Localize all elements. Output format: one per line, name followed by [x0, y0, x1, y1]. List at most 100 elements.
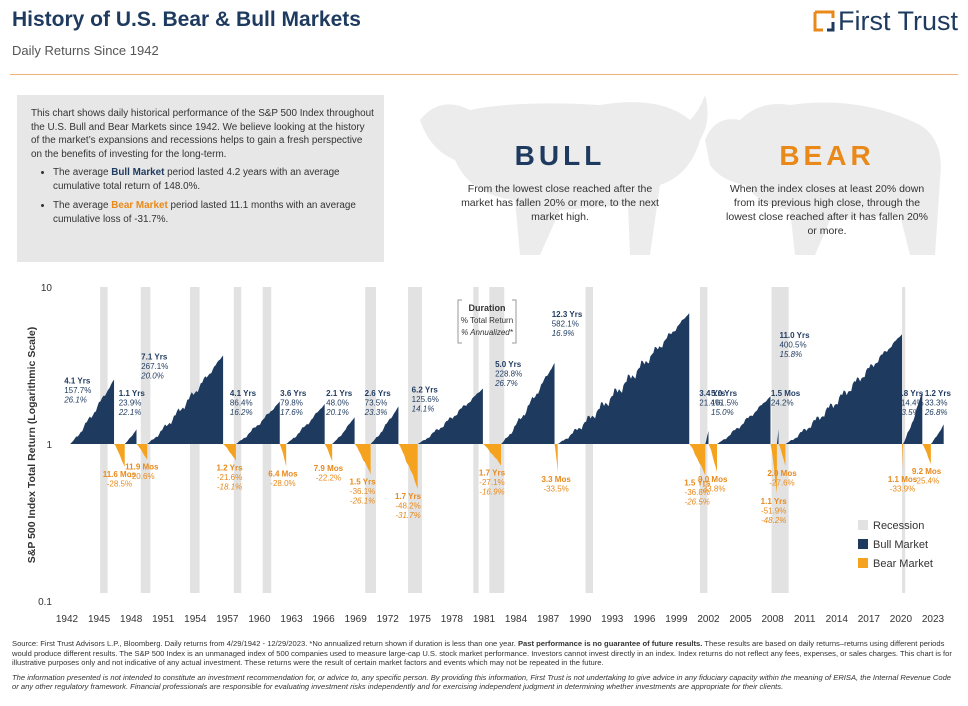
x-tick-label: 1993	[601, 614, 624, 625]
market-label: 20.1%	[325, 408, 349, 417]
bull-area	[557, 313, 690, 444]
source-note: Source: First Trust Advisors L.P., Bloom…	[12, 639, 958, 668]
intro-bullets: The average Bull Market period lasted 4.…	[31, 166, 374, 226]
market-label: -28.0%	[270, 479, 295, 488]
bull-silhouette	[420, 95, 708, 255]
x-tick-label: 1963	[280, 614, 303, 625]
x-tick-label: 1990	[569, 614, 592, 625]
market-label: -33.9%	[890, 485, 915, 494]
x-tick-label: 1996	[633, 614, 656, 625]
market-label: 79.8%	[280, 399, 303, 408]
y-tick-label: 1	[46, 440, 52, 451]
market-label: -48.2%	[395, 501, 420, 510]
bullet-highlight: Bear Market	[111, 200, 168, 211]
legend-label: Bull Market	[873, 539, 928, 551]
market-label: 101.5%	[711, 399, 738, 408]
logo-icon	[813, 10, 835, 32]
market-label: -18.1%	[217, 483, 242, 492]
key-title: Duration	[469, 303, 506, 313]
bear-area	[136, 444, 148, 460]
market-label: 9.0 Mos	[698, 475, 728, 484]
panel-title: BEAR	[779, 140, 875, 171]
market-label: 16.9%	[552, 329, 575, 338]
market-label: 1.8 Yrs	[897, 389, 924, 398]
source-bold: Past performance is no guarantee of futu…	[517, 639, 703, 648]
bear-area	[554, 444, 558, 472]
x-tick-label: 2023	[922, 614, 945, 625]
bear-area	[223, 444, 236, 461]
recession-band	[901, 287, 906, 593]
y-tick-label: 0.1	[38, 597, 52, 608]
market-label: 14.1%	[412, 405, 435, 414]
bear-area	[778, 444, 786, 467]
x-tick-label: 1948	[120, 614, 143, 625]
x-tick-label: 1981	[473, 614, 496, 625]
recession-band	[408, 287, 422, 593]
key-total: % Total Return	[461, 316, 513, 325]
bear-area	[922, 444, 931, 464]
market-label: 1.2 Yrs	[925, 389, 952, 398]
bear-area	[770, 444, 777, 494]
x-tick-label: 2017	[858, 614, 881, 625]
market-label: 11.0 Yrs	[779, 331, 810, 340]
bull-area	[705, 430, 709, 444]
market-label: 9.2 Mos	[912, 467, 942, 476]
silhouettes	[420, 95, 941, 255]
market-label: -48.2%	[761, 516, 786, 525]
bear-area	[689, 444, 706, 476]
market-label: 53.5%	[897, 408, 920, 417]
market-label: 582.1%	[552, 320, 579, 329]
x-tick-label: 2011	[794, 614, 816, 625]
market-label: -36.8%	[685, 488, 710, 497]
market-label: 4.1 Yrs	[64, 376, 91, 385]
market-label: 5.0 Yrs	[711, 389, 738, 398]
x-tick-label: 1984	[505, 614, 528, 625]
market-label: -27.6%	[769, 479, 794, 488]
market-label: -36.1%	[350, 487, 375, 496]
bullet-text: The average	[53, 200, 112, 211]
intro-text: This chart shows daily historical perfor…	[31, 108, 374, 160]
panel-text: When the index closes at least 20% down …	[726, 183, 928, 237]
bull-area	[717, 396, 771, 444]
market-label: 1.7 Yrs	[395, 492, 422, 501]
legend-swatch	[858, 558, 868, 568]
x-tick-label: 1954	[184, 614, 207, 625]
source-text: These results are based on daily returns…	[12, 639, 952, 668]
bullet-text: The average	[53, 167, 112, 178]
bear-area	[482, 444, 502, 466]
market-label: 2.0 Mos	[767, 469, 797, 478]
market-label: -26.1%	[350, 497, 375, 506]
recession-band	[489, 287, 505, 593]
x-tick-label: 1960	[248, 614, 271, 625]
bull-area	[370, 406, 399, 444]
market-label: -33.8%	[700, 485, 725, 494]
footer: Source: First Trust Advisors L.P., Bloom…	[12, 639, 958, 697]
x-tick-label: 2008	[762, 614, 785, 625]
market-label: 5.0 Yrs	[495, 360, 522, 369]
market-label: 7.1 Yrs	[141, 352, 168, 361]
legend-swatch	[858, 520, 868, 530]
intro-box: This chart shows daily historical perfor…	[17, 95, 384, 262]
bull-area	[147, 355, 224, 444]
source-text: Source: First Trust Advisors L.P., Bloom…	[12, 639, 518, 648]
x-tick-label: 1942	[56, 614, 79, 625]
x-tick-label: 1987	[537, 614, 560, 625]
recession-band	[233, 287, 242, 593]
market-label: 48.0%	[326, 399, 349, 408]
bear-area	[279, 444, 287, 467]
market-label: 16.2%	[230, 408, 253, 417]
bullet-text: period lasted 4.2 years with an average …	[53, 167, 340, 192]
market-label: 1.7 Yrs	[479, 469, 506, 478]
x-tick-label: 1966	[312, 614, 335, 625]
panel-title: BULL	[514, 140, 606, 171]
disclaimer: The information presented is not intende…	[12, 672, 952, 692]
market-label: -27.1%	[479, 478, 504, 487]
market-label: 7.9 Mos	[314, 464, 344, 473]
market-label: -51.9%	[761, 506, 786, 515]
market-label: 86.4%	[230, 399, 253, 408]
bullet-text: period lasted 11.1 months with an averag…	[53, 200, 356, 225]
market-label: 26.1%	[63, 395, 87, 404]
market-label: 17.6%	[280, 408, 303, 417]
bullet-highlight: Bull Market	[111, 167, 165, 178]
